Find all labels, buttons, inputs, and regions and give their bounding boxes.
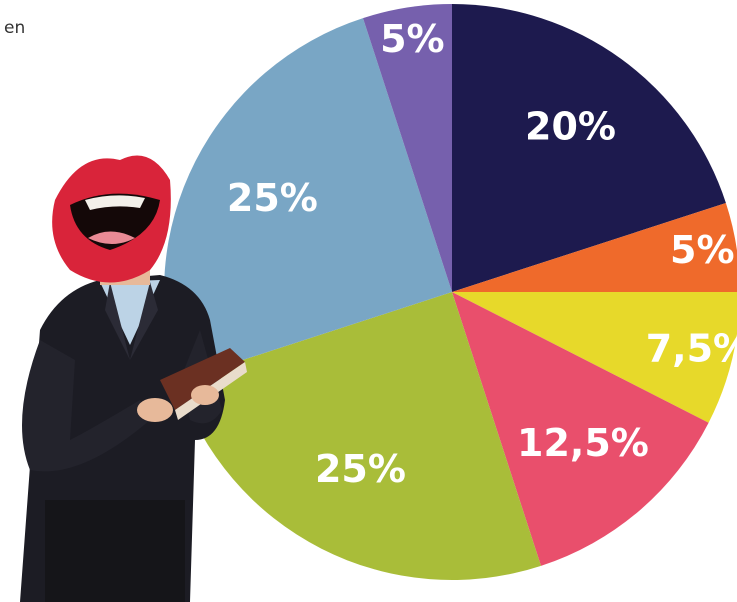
annotation: en	[4, 18, 25, 38]
value-label: 7,5%	[646, 327, 737, 371]
value-label: 20%	[525, 104, 616, 148]
value-label: 5%	[670, 228, 735, 272]
value-label: 25%	[315, 447, 406, 491]
value-label: 5%	[380, 17, 445, 61]
value-label: 25%	[227, 176, 318, 220]
chart: en 20% 5% 7,5% 12,5% 25% 25% 5%	[0, 0, 737, 602]
value-label: 12,5%	[517, 421, 649, 465]
pie	[164, 4, 737, 580]
